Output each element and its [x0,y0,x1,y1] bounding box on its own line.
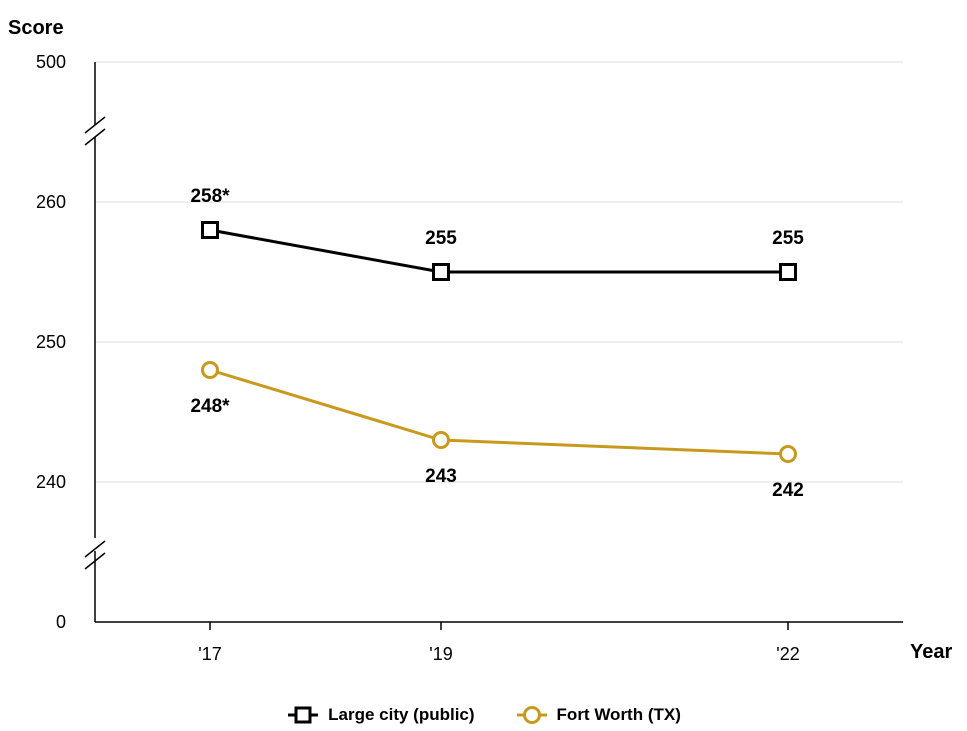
legend-item-fort-worth: Fort Worth (TX) [515,705,681,725]
data-label: 258* [190,186,230,207]
y-tick-label: 260 [36,192,66,212]
square-marker-icon [288,706,319,724]
axis-break-mark [84,116,106,134]
x-tick-label: '22 [776,644,799,664]
data-point [779,445,797,463]
data-label: 243 [425,466,457,487]
data-point [201,361,219,379]
gridlines [95,61,903,483]
x-axis-title: Year [910,641,952,663]
axis-break-mark [84,540,106,558]
data-label: 242 [772,480,804,501]
data-label: 255 [425,228,457,249]
y-tick-label: 250 [36,332,66,352]
series-line [209,228,788,274]
y-tick-label: 0 [56,612,66,632]
y-tick-label: 240 [36,472,66,492]
legend-item-large-city: Large city (public) [286,705,475,725]
data-label: 248* [190,396,230,417]
data-point [779,263,797,281]
x-tick-label: '17 [198,644,221,664]
y-axis-ticks: 500 260 250 240 0 [36,52,66,632]
legend-label: Large city (public) [328,705,475,724]
legend: Large city (public) Fort Worth (TX) [0,705,967,725]
axis-break-mark [84,128,106,146]
axes [84,62,903,623]
series-line [209,368,789,456]
data-point [432,431,450,449]
data-point [201,221,219,239]
series-group: 258* 255 255 248* 243 242 [190,186,804,501]
circle-marker-icon [516,706,547,724]
x-axis-ticks: '17 '19 '22 [198,622,800,664]
data-label: 255 [772,228,804,249]
x-tick-label: '19 [429,644,452,664]
axis-break-mark [84,552,106,570]
y-axis-title: Score [8,17,64,39]
y-tick-label: 500 [36,52,66,72]
data-point [432,263,450,281]
legend-label: Fort Worth (TX) [556,705,681,724]
